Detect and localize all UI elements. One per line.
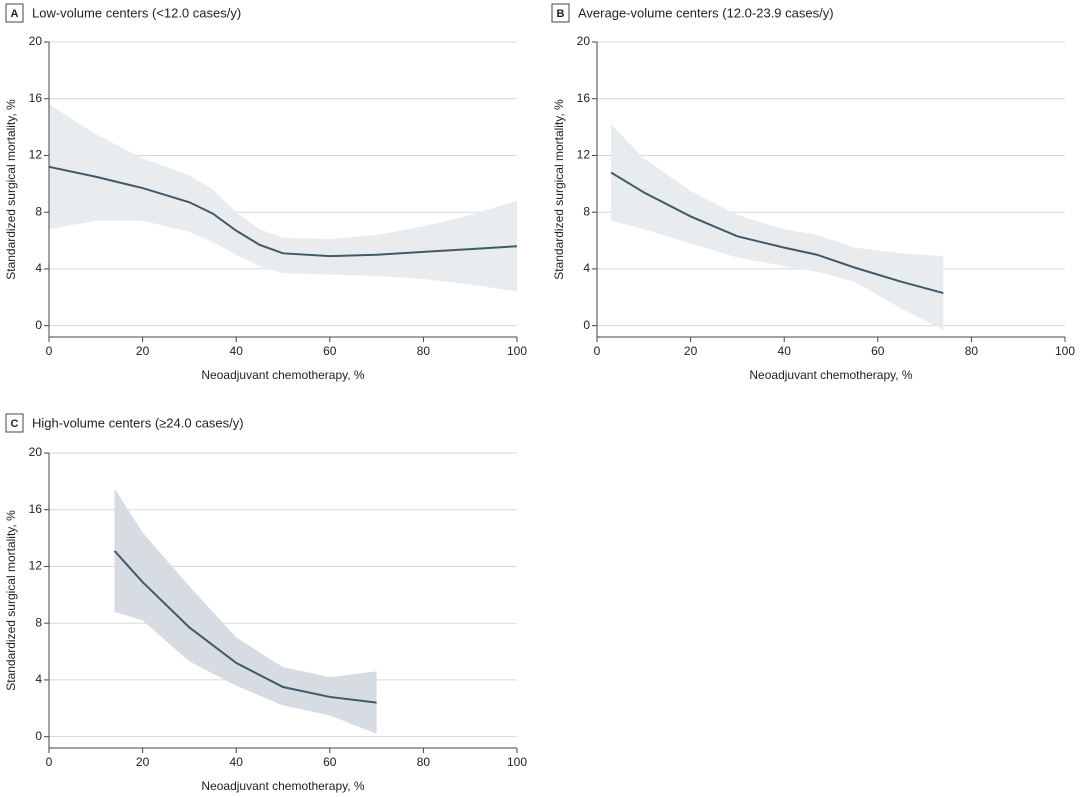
x-tick-label: 100 (1055, 344, 1075, 358)
x-tick-label: 20 (684, 344, 698, 358)
y-tick-label: 4 (35, 672, 42, 686)
confidence-band (611, 124, 944, 330)
y-tick-label: 12 (29, 148, 43, 162)
x-tick-label: 40 (230, 344, 244, 358)
x-tick-label: 80 (417, 755, 431, 769)
line (48, 165, 518, 258)
x-tick-label: 60 (323, 755, 337, 769)
panel-title: High-volume centers (≥24.0 cases/y) (32, 415, 244, 430)
x-tick-label: 60 (323, 344, 337, 358)
confidence-band (49, 104, 517, 292)
x-axis-label: Neoadjuvant chemotherapy, % (749, 368, 913, 382)
y-tick-label: 8 (583, 204, 590, 218)
y-tick-label: 0 (35, 318, 42, 332)
panel-label-box (551, 3, 570, 23)
x-tick-label: 100 (507, 755, 527, 769)
y-tick-label: 4 (583, 261, 590, 275)
x-tick-label: 80 (417, 344, 431, 358)
x-tick-label: 0 (46, 755, 53, 769)
y-axis-label: Standardized surgical mortality, % (4, 99, 18, 280)
y-tick-label: 8 (35, 615, 42, 629)
x-tick-label: 40 (230, 755, 244, 769)
x-tick-label: 40 (778, 344, 792, 358)
x-tick-label: 0 (46, 344, 53, 358)
panel-label: A (11, 8, 19, 20)
y-tick-label: 4 (35, 261, 42, 275)
x-tick-label: 20 (136, 755, 150, 769)
y-tick-label: 20 (29, 445, 43, 459)
x-tick-label: 80 (965, 344, 979, 358)
y-tick-label: 8 (35, 204, 42, 218)
panel-title: Low-volume centers (<12.0 cases/y) (32, 5, 241, 20)
x-tick-label: 60 (871, 344, 885, 358)
panel-label-box (5, 413, 24, 433)
x-tick-label: 100 (507, 344, 527, 358)
panel-title: Average-volume centers (12.0-23.9 cases/… (578, 5, 834, 20)
x-tick-label: 0 (594, 344, 601, 358)
y-axis-label: Standardized surgical mortality, % (552, 99, 566, 280)
y-tick-label: 0 (35, 729, 42, 743)
x-tick-label: 20 (136, 344, 150, 358)
y-tick-label: 16 (577, 91, 591, 105)
y-tick-label: 12 (29, 559, 43, 573)
y-tick-label: 20 (577, 34, 591, 48)
confidence-band (114, 488, 377, 734)
panel-label: B (557, 8, 565, 20)
x-axis-label: Neoadjuvant chemotherapy, % (201, 779, 365, 793)
x-axis-label: Neoadjuvant chemotherapy, % (201, 368, 365, 382)
line (113, 550, 377, 704)
y-axis-label: Standardized surgical mortality, % (4, 510, 18, 691)
line (610, 171, 944, 294)
panel-label: C (11, 418, 19, 430)
y-tick-label: 16 (29, 502, 43, 516)
y-tick-label: 0 (583, 318, 590, 332)
y-tick-label: 16 (29, 91, 43, 105)
panel-label-box (5, 3, 24, 23)
y-tick-label: 20 (29, 34, 43, 48)
y-tick-label: 12 (577, 148, 591, 162)
